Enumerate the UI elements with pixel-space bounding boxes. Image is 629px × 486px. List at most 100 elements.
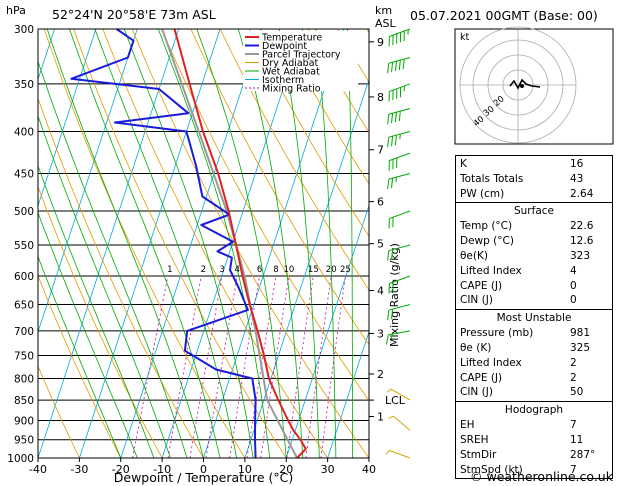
- wind-barb-flag: [387, 137, 390, 148]
- indices-hodo: Hodograph EH 7 SREH 11 StmDir 287° StmSpd (kt) 7: [455, 402, 613, 480]
- header-station: 52°24'N 20°58'E 73m ASL: [52, 7, 216, 22]
- hodograph-ring-label: 20: [492, 94, 507, 109]
- section-title: Surface: [513, 205, 554, 218]
- mixing-ratio-line: [305, 275, 332, 458]
- index-row: CIN (J) 0: [460, 293, 608, 308]
- hpa-label: hPa: [6, 4, 26, 17]
- index-label: EH: [460, 419, 475, 432]
- wet-adiabat: [347, 29, 353, 458]
- wind-barb-flag: [387, 114, 390, 125]
- dry-adiabat: [43, 29, 246, 458]
- pressure-tick-label: 600: [14, 271, 34, 283]
- index-row: CAPE (J) 0: [460, 279, 608, 294]
- dry-adiabat: [131, 29, 369, 458]
- index-value: 0: [570, 294, 577, 307]
- wind-barb: [387, 304, 411, 321]
- wind-barb-flag: [394, 61, 397, 72]
- wet-adiabat: [38, 60, 188, 458]
- index-label: Dewp (°C): [460, 235, 514, 248]
- pressure-tick-label: 700: [14, 326, 34, 338]
- dry-adiabat: [249, 29, 369, 237]
- index-label: Temp (°C): [460, 220, 513, 233]
- wind-barb-staff: [392, 415, 411, 431]
- dry-adiabat: [38, 274, 122, 458]
- mixing-ratio-line: [246, 275, 277, 458]
- wind-barb-flag: [387, 179, 390, 190]
- index-label: Pressure (mb): [460, 327, 534, 340]
- skew-t-grid: [38, 29, 369, 458]
- wet-adiabat: [278, 29, 320, 458]
- index-row: θe (K) 325: [460, 341, 608, 356]
- wind-barb: [388, 83, 411, 102]
- hodograph-ring-label: 40: [472, 114, 487, 129]
- isotherm: [38, 29, 180, 458]
- wind-barb: [388, 275, 411, 294]
- index-value: 4: [570, 264, 577, 277]
- mixing-ratio-label: 6: [257, 265, 262, 275]
- legend-entry: Wet Adiabat: [262, 67, 320, 78]
- x-tick-label: 30: [321, 463, 335, 476]
- mixing-ratio-line: [260, 275, 290, 458]
- mixing-ratio-label: 25: [340, 265, 351, 275]
- wind-barb: [387, 244, 411, 261]
- wind-barb-staff: [388, 172, 411, 180]
- wind-barb-flag: [391, 249, 394, 260]
- wind-barb-flag: [394, 112, 397, 123]
- index-value: 11: [570, 433, 584, 446]
- wind-barb-flag: [398, 60, 401, 71]
- km-tick-label: 3: [377, 327, 384, 340]
- index-label: θe (K): [460, 341, 492, 354]
- pressure-tick-label: 950: [14, 435, 34, 447]
- isotherm: [78, 29, 221, 458]
- credit-text: © weatheronline.co.uk: [470, 469, 613, 484]
- mixing-ratio-line: [132, 275, 169, 458]
- wind-barb-staff: [389, 83, 411, 92]
- index-row: Dewp (°C) 12.6: [460, 234, 608, 249]
- index-label: Lifted Index: [460, 356, 522, 369]
- index-label: θe(K): [460, 249, 488, 262]
- wind-barb-flag: [391, 178, 394, 189]
- pressure-tick-label: 500: [14, 206, 34, 218]
- wind-barb: [387, 131, 411, 148]
- wet-adiabat: [38, 211, 138, 458]
- index-row: Pressure (mb) 981: [460, 326, 608, 341]
- wind-barb-flag: [398, 111, 401, 122]
- wind-barb-flag: [391, 136, 394, 147]
- wind-barb: [388, 415, 411, 431]
- wind-barb-flag: [385, 334, 389, 345]
- wind-barb-flag: [402, 59, 405, 70]
- dewpoint-line: [70, 29, 257, 458]
- index-row: Lifted Index 4: [460, 264, 608, 279]
- index-value: 12.6: [570, 235, 594, 248]
- wind-barb-flag: [387, 63, 390, 74]
- km-tick-label: 2: [377, 368, 384, 381]
- pressure-tick-label: 750: [14, 350, 34, 362]
- wind-barb: [388, 152, 411, 171]
- pressure-tick-label: 400: [14, 127, 34, 139]
- legend-entry: Parcel Trajectory: [262, 50, 341, 61]
- dry-adiabat: [219, 29, 369, 291]
- index-label: CAPE (J): [460, 371, 503, 384]
- pressure-tick-label: 900: [14, 415, 34, 427]
- index-label: Totals Totals: [460, 172, 524, 185]
- index-row: Temp (°C) 22.6: [460, 219, 608, 234]
- index-label: CIN (J): [460, 386, 493, 399]
- wind-barb-flag: [395, 177, 397, 183]
- pressure-tick-label: 450: [14, 168, 34, 180]
- km-tick-label: 4: [377, 285, 384, 298]
- km-tick-label: 9: [377, 36, 384, 49]
- index-value: 50: [570, 386, 584, 399]
- wind-barb: [388, 210, 411, 229]
- mixing-ratio-line: [189, 275, 223, 458]
- km-tick-label: 8: [377, 91, 384, 104]
- index-label: Lifted Index: [460, 264, 522, 277]
- index-value: 287°: [570, 448, 596, 461]
- x-axis-title: Dewpoint / Temperature (°C): [114, 470, 293, 485]
- km-label: km: [375, 4, 392, 17]
- index-value: 325: [570, 341, 591, 354]
- index-value: 16: [570, 158, 584, 170]
- km-tick-label: LCL: [385, 394, 406, 407]
- wet-adiabat: [123, 29, 254, 458]
- index-row: Lifted Index 2: [460, 356, 608, 371]
